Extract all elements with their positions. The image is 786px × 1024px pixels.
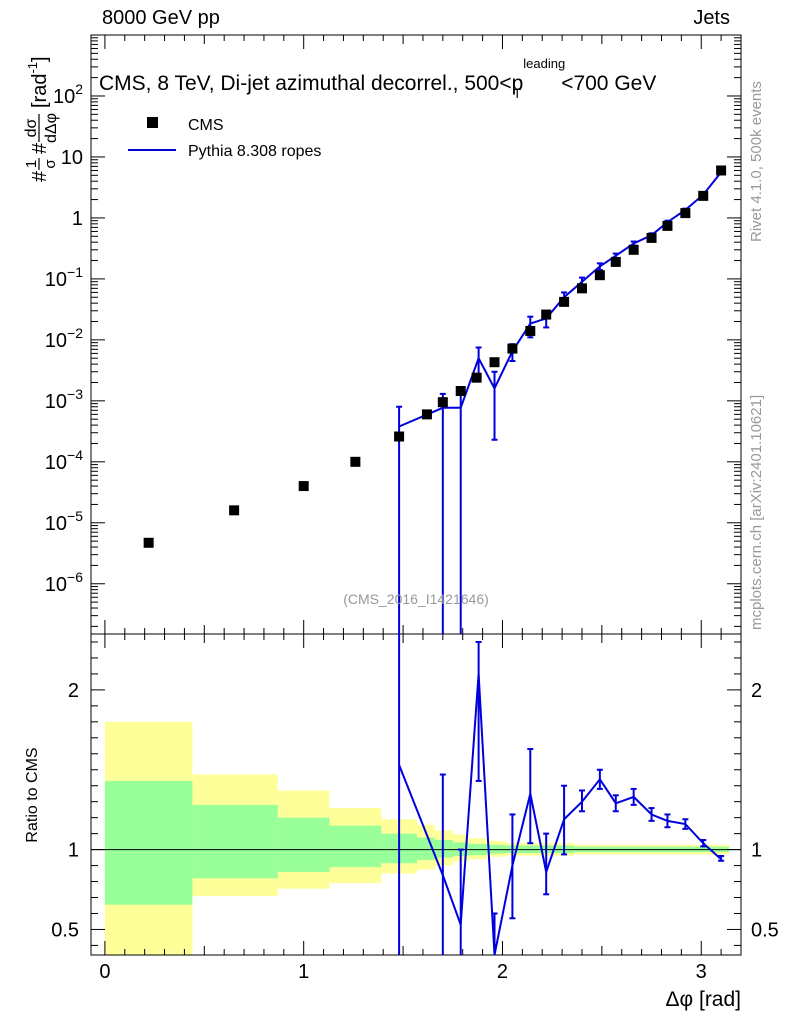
svg-text:σ: σ xyxy=(42,159,59,169)
ratio-band-inner xyxy=(104,780,193,905)
header-process-label: 8000 GeV pp xyxy=(102,7,220,29)
series-cms xyxy=(143,165,727,548)
x-tick-label: 3 xyxy=(696,961,707,983)
svg-text:#: # xyxy=(29,142,51,154)
cms-data-point xyxy=(525,325,536,336)
cms-data-point xyxy=(698,190,709,201)
y-tick-label: 1 xyxy=(72,208,83,230)
ratio-y-tick-label-left: 2 xyxy=(68,680,79,702)
cms-data-point xyxy=(489,357,500,368)
ratio-x-axis: 0 1 2 3 xyxy=(99,634,742,983)
ratio-y-axis: 0.5 0.5 1 1 2 2 xyxy=(51,641,779,946)
y-tick-label: 10−5 xyxy=(45,508,83,535)
cms-data-point xyxy=(680,208,691,219)
pythia-line xyxy=(398,171,722,428)
cms-data-point xyxy=(594,270,605,281)
legend-cms-marker xyxy=(147,117,158,128)
ratio-band-inner xyxy=(277,817,330,872)
pythia-ratio-line xyxy=(398,673,722,956)
ratio-y-tick-label-right: 2 xyxy=(751,680,762,702)
x-tick-label: 2 xyxy=(497,961,508,983)
cms-data-point xyxy=(576,283,587,294)
analysis-watermark: (CMS_2016_I1421646) xyxy=(343,591,489,607)
y-tick-label: 10−3 xyxy=(45,386,83,413)
cms-data-point xyxy=(716,165,727,176)
y-tick-label: 10−1 xyxy=(45,264,83,291)
legend: CMS Pythia 8.308 ropes xyxy=(128,117,321,160)
x-axis-label: Δφ [rad] xyxy=(666,988,742,1011)
ratio-y-axis-label: Ratio to CMS xyxy=(24,747,41,842)
main-y-axis: 10−6 10−5 10−4 10−3 10−2 10−1 1 10 102 xyxy=(45,34,741,627)
cms-data-point xyxy=(507,343,518,354)
cms-data-point xyxy=(437,397,448,408)
y-tick-label: 102 xyxy=(53,81,83,108)
ratio-band-inner xyxy=(192,804,278,879)
cms-data-point xyxy=(628,244,639,255)
y-tick-label: 10 xyxy=(61,147,83,169)
header-observable-label: Jets xyxy=(693,7,730,29)
cms-data-point xyxy=(143,537,154,548)
svg-text:dσ: dσ xyxy=(23,118,40,137)
ratio-y-tick-label-right: 0.5 xyxy=(751,919,779,941)
y-tick-label: 10−4 xyxy=(45,447,83,474)
series-pythia-ratio xyxy=(398,634,725,956)
x-tick-label: 0 xyxy=(99,961,110,983)
cms-data-point xyxy=(455,386,466,397)
cms-data-point xyxy=(394,431,405,442)
legend-pythia-label: Pythia 8.308 ropes xyxy=(188,143,321,160)
ratio-y-tick-label-right: 1 xyxy=(751,840,762,862)
cms-data-point xyxy=(421,409,432,420)
cms-data-point xyxy=(646,232,657,243)
cms-data-point xyxy=(298,481,309,492)
ratio-y-tick-label-left: 1 xyxy=(68,840,79,862)
ratio-y-tick-label-left: 0.5 xyxy=(51,919,79,941)
cms-data-point xyxy=(541,309,552,320)
cms-data-point xyxy=(471,372,482,383)
ratio-band-inner xyxy=(329,825,382,868)
svg-text:[rad-1]: [rad-1] xyxy=(25,56,51,108)
chart-title: CMS, 8 TeV, Di-jet azimuthal decorrel., … xyxy=(99,56,656,101)
main-y-axis-label: #1 σ#dσ dΔφ[rad-1] xyxy=(23,56,60,182)
ratio-uncertainty-bands xyxy=(104,721,730,955)
cms-data-point xyxy=(350,456,361,467)
cms-data-point xyxy=(559,296,570,307)
main-x-axis xyxy=(104,35,742,634)
svg-text:dΔφ: dΔφ xyxy=(43,113,60,143)
legend-cms-label: CMS xyxy=(188,117,224,134)
cms-data-point xyxy=(610,256,621,267)
y-tick-label: 10−2 xyxy=(45,325,83,352)
svg-text:1: 1 xyxy=(23,160,40,168)
y-tick-label: 10−6 xyxy=(45,569,83,596)
cms-data-point xyxy=(229,505,240,516)
ratio-plot-frame xyxy=(90,633,742,956)
svg-text:#: # xyxy=(29,170,51,182)
cms-data-point xyxy=(662,220,673,231)
x-tick-label: 1 xyxy=(298,961,309,983)
